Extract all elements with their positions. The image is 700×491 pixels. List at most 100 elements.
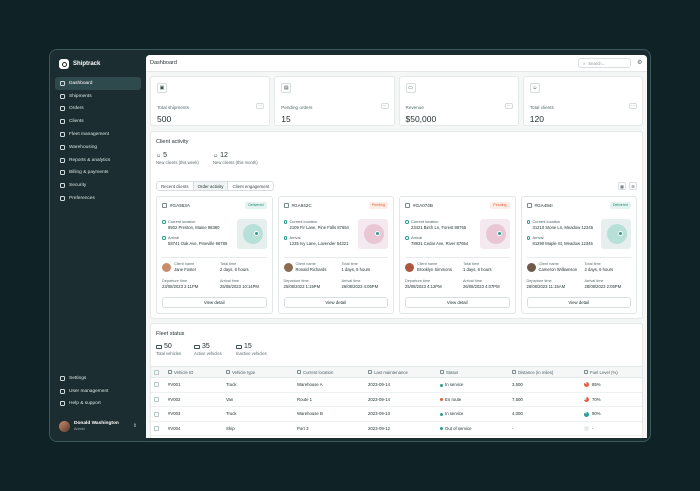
divider	[526, 257, 631, 258]
users-icon	[60, 119, 65, 125]
grid-view-icon[interactable]: ▦	[618, 182, 626, 190]
view-detail-button[interactable]: View detail	[405, 297, 510, 308]
view-detail-button[interactable]: View detail	[526, 297, 631, 308]
client-name: Cameron Williamson	[538, 267, 578, 272]
vehicle-id: #V002	[165, 392, 223, 408]
sidebar-item-label: Settings	[69, 375, 87, 381]
row-checkbox[interactable]	[154, 411, 159, 417]
brand[interactable]: Shiptrack	[59, 59, 100, 69]
row-checkbox[interactable]	[154, 397, 159, 403]
table-row[interactable]: #V004 Ship Port 3 2023-09-12 Out of service -…	[151, 421, 642, 437]
count-label: Active vehicles	[194, 351, 222, 356]
current-location: Current location 8502 Preston, Maine 9838…	[162, 219, 219, 230]
avatar	[59, 420, 70, 432]
field-label: Departure time	[162, 279, 188, 283]
count-label: New clients (this week)	[156, 160, 199, 165]
sidebar-item-help-support[interactable]: Help & support	[55, 398, 141, 411]
avatar	[162, 262, 171, 272]
users-icon: ☺	[529, 83, 540, 93]
location-dot-icon	[526, 220, 530, 224]
route-map[interactable]	[358, 219, 388, 249]
sidebar-item-label: Preferences	[69, 196, 95, 202]
location-dot-icon	[283, 236, 287, 240]
tab-order-activity[interactable]: Order activity	[193, 182, 229, 190]
column-header: Fuel Level (%)	[590, 369, 618, 375]
column-header: Status	[446, 369, 459, 375]
more-icon[interactable]: ···	[629, 103, 637, 109]
select-all-checkbox[interactable]	[154, 369, 159, 375]
map-pin-icon	[618, 231, 623, 236]
sidebar-item-shipments[interactable]: Shipments	[55, 90, 141, 103]
field-label: Arrival time	[584, 279, 604, 283]
package-icon	[283, 203, 289, 208]
sidebar-item-clients[interactable]: Clients	[55, 115, 141, 128]
sidebar-item-settings[interactable]: Settings	[55, 372, 141, 385]
user-profile[interactable]: Donald Washington Admin ⇕	[55, 416, 141, 436]
sidebar-item-label: Clients	[69, 119, 84, 125]
field-label: Client name	[295, 262, 316, 266]
search-icon: ⌕	[583, 60, 586, 66]
more-icon[interactable]: ···	[256, 103, 265, 109]
column-header: Distance (in miles)	[518, 369, 554, 375]
total-time: Total time 1 days, 6 hours	[463, 262, 492, 272]
gear-icon[interactable]: ⚙	[637, 60, 643, 66]
client-activity-panel: Client activity ☺ 5 New clients (this wee…	[150, 131, 643, 319]
location-dot-icon	[405, 236, 409, 240]
truck-icon	[236, 344, 242, 349]
field-value: 2109 Fir Lane, Pine Falls 87654	[289, 225, 349, 230]
field-label: Current location	[168, 219, 196, 224]
more-icon[interactable]: ···	[380, 103, 389, 109]
field-label: Arrival time	[220, 279, 239, 283]
map-pin-icon	[375, 231, 380, 236]
view-detail-button[interactable]: View detail	[162, 297, 267, 308]
sidebar-item-billing-payments[interactable]: Billing & payments	[55, 167, 141, 180]
count-label: Total vehicles	[156, 351, 182, 356]
fuel-ring-icon	[584, 382, 589, 388]
field-value: 25/08/2023 10:14PM	[220, 284, 259, 289]
chevron-updown-icon[interactable]: ⇕	[132, 423, 137, 429]
fuel-text: 85%	[592, 382, 601, 388]
more-icon[interactable]: ···	[504, 103, 513, 109]
location-text: Arrival 81290 Maple St, Meadow 12345	[527, 235, 593, 246]
table-row[interactable]: #V001 Truck Warehouse A 2023-09-14 In servic…	[151, 377, 642, 393]
tab-client-engagement[interactable]: Client engagement	[232, 183, 270, 189]
sidebar-item-dashboard[interactable]: Dashboard	[55, 77, 141, 90]
table-row[interactable]: #V002 Van Route 1 2023-09-14 En route 7,500 70…	[151, 392, 642, 408]
column-header: Current location	[303, 369, 334, 375]
route-map[interactable]	[479, 219, 510, 249]
view-detail-button[interactable]: View detail	[283, 297, 388, 308]
sidebar-item-preferences[interactable]: Preferences	[55, 192, 141, 205]
fleet-total: 50 Total vehicles	[156, 343, 181, 356]
sliders-icon	[60, 196, 65, 202]
field-label: Arrival time	[341, 279, 361, 283]
table-row[interactable]: #V003 Truck Warehouse B 2023-09-13 In servic…	[151, 406, 642, 422]
row-select-cell	[151, 392, 165, 408]
field-value: 1 days, 6 hours	[463, 267, 492, 272]
stat-card-pending: ▤ ··· Pending orders 15	[274, 76, 395, 126]
section-title: Fleet status	[156, 331, 185, 337]
sidebar-item-warehousing[interactable]: Warehousing	[55, 141, 141, 154]
tab-recent-clients[interactable]: Recent clients	[157, 182, 194, 190]
search-input[interactable]: ⌕ Search...	[578, 58, 631, 68]
count: 50	[164, 343, 172, 350]
list-view-icon[interactable]: ☰	[629, 182, 637, 190]
sidebar-item-fleet-management[interactable]: Fleet management	[55, 128, 141, 141]
column-header: Vehicle ID	[174, 369, 194, 375]
row-select-cell	[151, 406, 165, 422]
order-id: #GA553A	[162, 203, 190, 208]
row-checkbox[interactable]	[154, 382, 159, 388]
count: 15	[244, 343, 252, 350]
sidebar-item-orders[interactable]: Orders	[55, 103, 141, 116]
vehicle-id: #V004	[165, 421, 223, 437]
sidebar-item-reports-analytics[interactable]: Reports & analytics	[55, 154, 141, 167]
avatar	[283, 262, 293, 272]
sidebar-item-user-management[interactable]: User management	[55, 385, 141, 398]
row-checkbox[interactable]	[154, 426, 159, 432]
order-card: #GA494I Delivered Current location 31210 St…	[520, 196, 637, 314]
stat-label: Revenue	[405, 105, 424, 110]
route-map[interactable]	[601, 219, 631, 249]
field-value: 31210 Stone Ln, Meadow 12345	[532, 225, 594, 230]
route-map[interactable]	[236, 219, 267, 249]
order-id-text: #GA942C	[291, 203, 312, 208]
sidebar-item-security[interactable]: Security	[55, 179, 141, 192]
